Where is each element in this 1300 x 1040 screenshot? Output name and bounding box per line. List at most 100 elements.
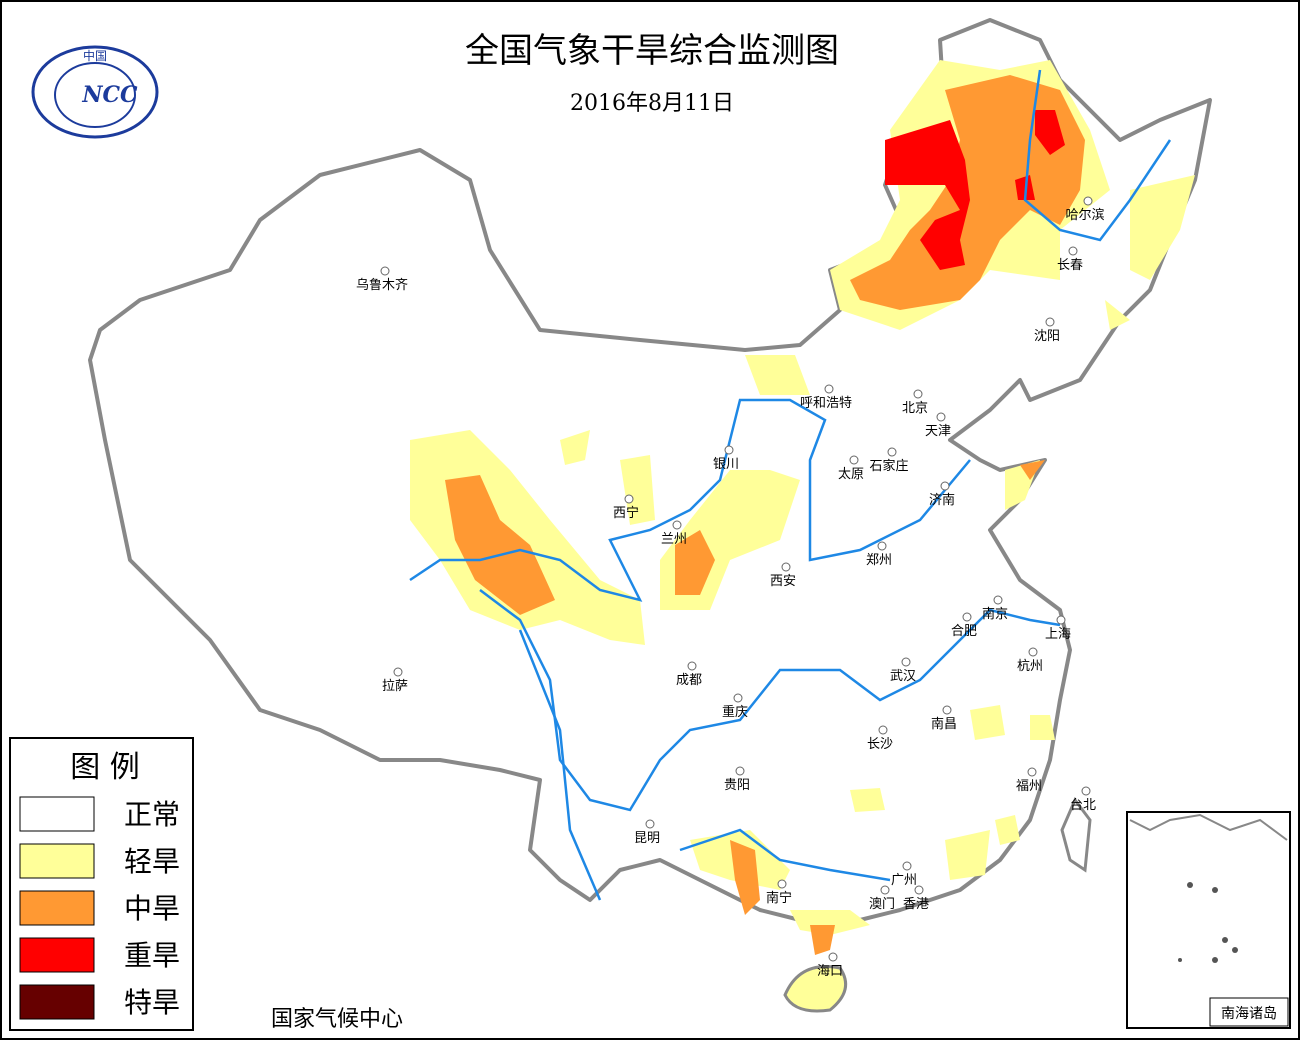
legend-swatch xyxy=(19,937,95,973)
city-label: 南昌 xyxy=(931,716,957,732)
logo-mark: NCC xyxy=(81,82,138,108)
city-label: 上海 xyxy=(1045,627,1071,642)
taiwan xyxy=(1060,797,1092,873)
inset-islands xyxy=(1178,882,1238,963)
drought-area xyxy=(560,430,590,465)
hainan xyxy=(783,965,848,1013)
city-label: 重庆 xyxy=(722,704,748,720)
legend-swatch xyxy=(19,843,95,879)
city-label: 海口 xyxy=(817,964,843,979)
legend-swatch xyxy=(19,984,95,1020)
city-marker xyxy=(901,657,911,667)
city-marker xyxy=(1056,615,1066,625)
logo-top: 中国 xyxy=(83,48,107,63)
city-marker xyxy=(645,819,655,829)
lancang-river xyxy=(518,629,602,901)
city-label: 台北 xyxy=(1070,798,1096,813)
legend-title: 图 例 xyxy=(70,750,140,785)
city-marker xyxy=(1027,767,1037,777)
city-marker xyxy=(936,412,946,422)
drought-area xyxy=(995,815,1020,845)
city-marker xyxy=(913,389,923,399)
drought-area xyxy=(730,840,760,915)
city-label: 武汉 xyxy=(890,669,916,684)
city-label: 合肥 xyxy=(951,624,977,639)
city-marker xyxy=(735,766,745,776)
city-marker xyxy=(824,384,834,394)
city-marker xyxy=(1028,647,1038,657)
city-marker xyxy=(828,952,838,962)
city-marker xyxy=(902,861,912,871)
city-marker xyxy=(1068,246,1078,256)
city-marker xyxy=(687,661,697,671)
inset-label: 南海诸岛 xyxy=(1221,1006,1277,1022)
city-marker xyxy=(733,693,743,703)
city-label: 福州 xyxy=(1016,779,1042,794)
city-marker xyxy=(724,445,734,455)
city-label: 成都 xyxy=(676,673,702,688)
city-label: 呼和浩特 xyxy=(800,396,852,411)
rivers xyxy=(409,69,1172,901)
drought-area xyxy=(675,530,715,595)
city-label: 贵阳 xyxy=(724,778,750,793)
city-label: 天津 xyxy=(925,424,951,439)
legend-label: 中旱 xyxy=(124,892,180,925)
legend-label: 轻旱 xyxy=(124,845,180,878)
inset-label-box xyxy=(1209,997,1289,1027)
songhua-river xyxy=(1023,69,1172,242)
city-label: 哈尔滨 xyxy=(1065,207,1104,223)
logo-globe xyxy=(54,62,136,128)
drought-area xyxy=(1020,460,1045,480)
drought-area xyxy=(790,910,870,935)
city-marker xyxy=(877,541,887,551)
drought-area xyxy=(885,120,970,270)
city-marker xyxy=(880,885,890,895)
drought-area xyxy=(745,355,810,395)
source: 国家气候中心 xyxy=(271,1007,403,1032)
drought-area xyxy=(1035,110,1065,155)
date: 2016年8月11日 xyxy=(570,91,734,116)
city-marker xyxy=(942,705,952,715)
drought-area xyxy=(1105,300,1130,330)
inset-coast xyxy=(1129,813,1288,841)
city-label: 西宁 xyxy=(613,505,639,521)
title: 全国气象干旱综合监测图 xyxy=(465,31,839,71)
city-marker xyxy=(887,447,897,457)
city-label: 乌鲁木齐 xyxy=(356,277,408,293)
city-label: 澳门 xyxy=(869,896,895,912)
city-marker xyxy=(1081,786,1091,796)
drought-areas xyxy=(410,60,1195,955)
pearl-river xyxy=(679,828,891,882)
legend-label: 特旱 xyxy=(124,986,180,1019)
drought-area xyxy=(945,830,990,880)
city-marker xyxy=(914,885,924,895)
city-marker xyxy=(672,520,682,530)
city-label: 杭州 xyxy=(1017,659,1043,674)
city-marker xyxy=(624,494,634,504)
city-label: 拉萨 xyxy=(382,679,408,694)
city-marker xyxy=(393,667,403,677)
city-label: 长春 xyxy=(1057,258,1083,273)
drought-area xyxy=(445,475,555,615)
drought-area xyxy=(850,788,885,812)
city-label: 兰州 xyxy=(661,532,687,547)
city-label: 石家庄 xyxy=(869,458,908,474)
city-marker xyxy=(993,595,1003,605)
city-label: 昆明 xyxy=(634,831,660,846)
drought-area xyxy=(1030,715,1055,740)
yangtze-river xyxy=(479,589,1061,812)
city-label: 西安 xyxy=(770,574,796,589)
city-label: 长沙 xyxy=(867,737,893,752)
city-marker xyxy=(1045,317,1055,327)
city-marker xyxy=(940,481,950,491)
legend-label: 正常 xyxy=(124,798,180,831)
city-marker xyxy=(849,455,859,465)
city-marker xyxy=(781,562,791,572)
city-label: 香港 xyxy=(903,897,929,912)
city-label: 郑州 xyxy=(866,553,892,568)
city-label: 济南 xyxy=(929,492,955,508)
city-label: 沈阳 xyxy=(1034,329,1060,344)
logo: 中国 NCC xyxy=(31,45,159,139)
